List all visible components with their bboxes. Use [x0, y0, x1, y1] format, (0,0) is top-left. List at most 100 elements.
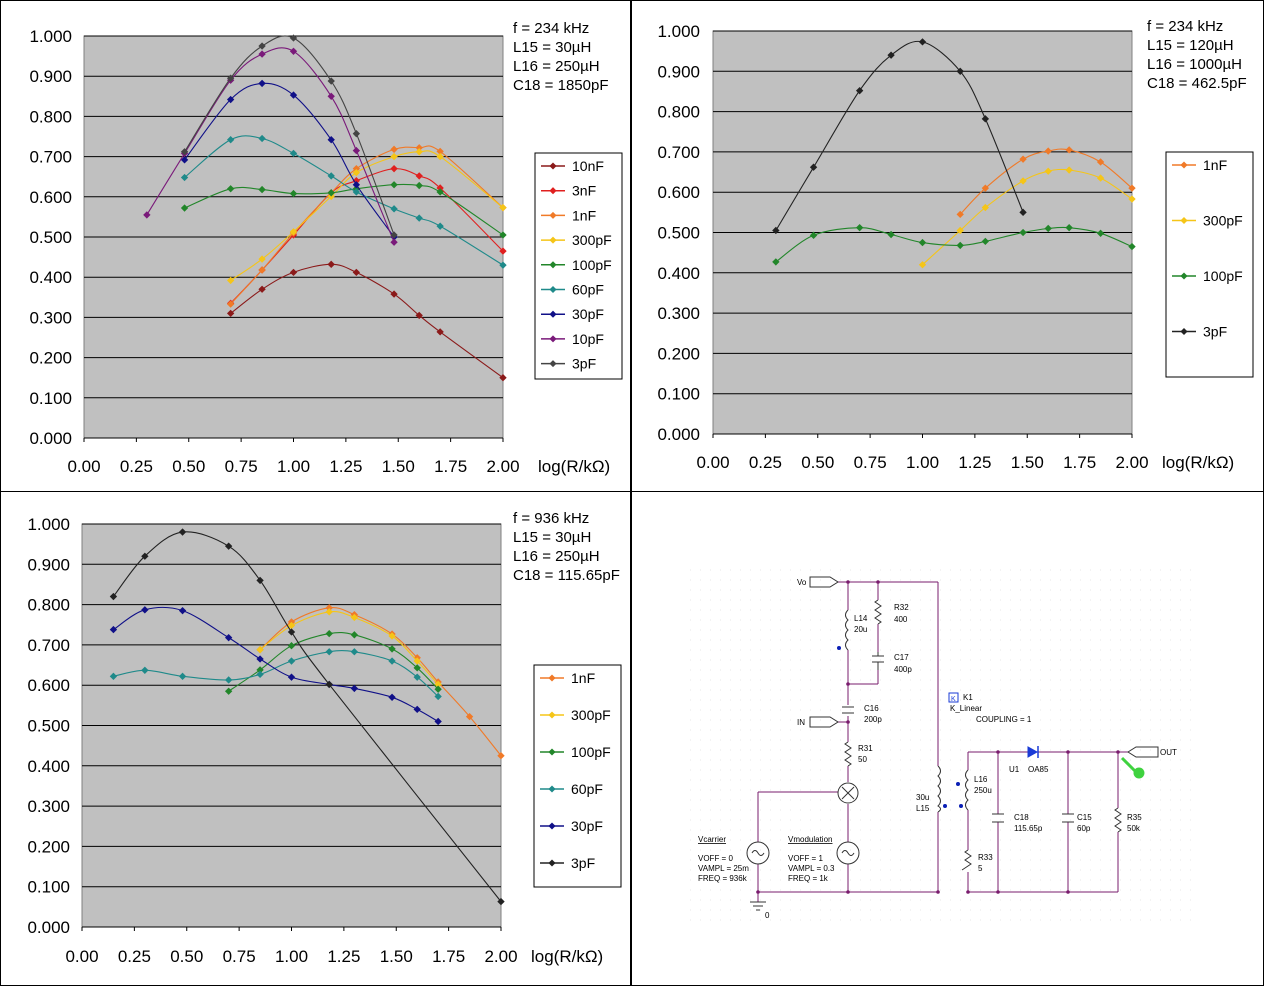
data-point: [434, 717, 442, 726]
series-60pF: [180, 134, 507, 269]
x-tick-label: 1.50: [1011, 453, 1044, 472]
data-point: [413, 673, 421, 681]
data-point: [287, 621, 296, 630]
legend-entry: 10nF: [572, 158, 604, 174]
x-tick-label: 0.25: [118, 947, 151, 966]
label-out: OUT: [1160, 748, 1177, 757]
x-tick-label: 1.00: [906, 453, 939, 472]
x-tick-label: 1.50: [380, 947, 413, 966]
x-axis-label: log(R/kΩ): [531, 947, 603, 966]
data-point: [258, 42, 266, 50]
y-tick-label: 0.400: [27, 757, 70, 776]
data-point: [413, 657, 421, 665]
y-tick-label: 0.600: [29, 188, 72, 207]
data-point: [180, 156, 189, 164]
label-r31-name: R31: [858, 744, 873, 753]
source-vcarrier: [746, 841, 770, 865]
chart-234khz-30uh: 0.000 0.100 0.200 0.300 0.400 0.500 0.600 0.700…: [29, 20, 623, 476]
label-c16-name: C16: [864, 704, 879, 713]
data-point: [855, 86, 864, 95]
x-tick-label: 2.00: [1115, 453, 1148, 472]
legend-entry: 100pF: [571, 744, 611, 760]
capacitor-c18: [992, 813, 1004, 823]
legend: 10nF 3nF 1nF 300pF 100pF 60pF 30pF 10pF 3pF: [534, 152, 623, 380]
data-point: [258, 79, 266, 88]
data-point: [415, 311, 423, 320]
out-port: [1127, 746, 1159, 758]
data-point: [327, 92, 335, 100]
legend-entry: 10pF: [572, 331, 604, 347]
legend: 1nF 300pF 100pF 3pF: [1165, 151, 1254, 378]
data-point: [289, 91, 298, 99]
voltage-probe-marker[interactable]: [1120, 756, 1145, 779]
data-point: [388, 632, 396, 640]
y-tick-label: 0.700: [657, 143, 700, 162]
x-tick-label: 0.00: [696, 453, 729, 472]
circuit-schematic: Vo IN OUT L14 20u R32 400 C17 400p C16 2…: [690, 569, 1191, 921]
series-3pF: [180, 34, 398, 239]
data-point: [327, 189, 335, 197]
series-100pF: [772, 223, 1136, 266]
y-tick-label: 0.000: [29, 429, 72, 448]
legend-swatch-marker: [549, 360, 557, 368]
series-300pF: [256, 608, 442, 689]
x-tick-label: 1.00: [275, 947, 308, 966]
legend-entry: 30pF: [572, 306, 604, 322]
data-point: [809, 163, 818, 171]
data-point: [390, 290, 398, 298]
data-point: [224, 542, 233, 550]
legend-swatch-marker: [548, 748, 556, 756]
resistor-r33: [961, 849, 972, 871]
label-vcarrier-freq: FREQ = 936k: [698, 874, 748, 883]
y-tick-label: 0.900: [657, 62, 700, 81]
data-point: [956, 241, 964, 250]
label-ground: 0: [765, 911, 770, 920]
annotation-line: C18 = 115.65pF: [513, 567, 620, 584]
label-r32-value: 400: [894, 615, 908, 624]
legend-swatch-marker: [548, 711, 556, 719]
annotation-line: f = 234 kHz: [513, 20, 589, 37]
legend-entry: 3pF: [572, 356, 596, 372]
y-tick-label: 0.400: [29, 268, 72, 287]
data-point: [258, 266, 266, 274]
legend-swatch-marker: [548, 822, 556, 830]
series-3pF: [109, 528, 505, 906]
data-point: [256, 655, 264, 663]
data-point: [352, 130, 361, 138]
label-vmod-voff: VOFF = 1: [788, 854, 823, 863]
data-point: [289, 47, 298, 55]
y-tick-label: 1.000: [657, 22, 700, 41]
label-l15-value: 30u: [916, 793, 929, 802]
y-tick-label: 0.700: [27, 636, 70, 655]
y-tick-label: 0.100: [29, 389, 72, 408]
x-tick-label: 2.00: [486, 457, 519, 476]
label-c17-value: 400p: [894, 665, 912, 674]
annotation-line: L16 = 250µH: [513, 548, 600, 565]
data-point: [434, 692, 442, 701]
y-tick-label: 0.800: [29, 107, 72, 126]
data-point: [887, 230, 895, 239]
annotation-line: L16 = 1000µH: [1147, 56, 1242, 73]
data-point: [388, 657, 396, 665]
data-point: [289, 34, 298, 42]
data-point: [415, 181, 423, 190]
x-tick-label: 1.25: [958, 453, 991, 472]
annotation-line: C18 = 462.5pF: [1147, 75, 1247, 92]
data-point: [1019, 155, 1027, 163]
label-c17-name: C17: [894, 653, 909, 662]
x-tick-label: 0.75: [223, 947, 256, 966]
data-point: [256, 646, 264, 654]
y-tick-label: 1.000: [27, 515, 70, 534]
data-point: [289, 268, 298, 277]
data-point: [226, 300, 235, 308]
data-point: [497, 897, 505, 906]
data-point: [178, 672, 187, 681]
label-c18-value: 115.65p: [1014, 824, 1043, 833]
chart-936khz-30uh: 0.000 0.100 0.200 0.300 0.400 0.500 0.600 0.700…: [27, 510, 622, 966]
label-u1-type: OA85: [1028, 765, 1049, 774]
x-tick-label: 1.00: [277, 457, 310, 476]
y-tick-label: 0.300: [29, 308, 72, 327]
label-r35-value: 50k: [1127, 824, 1141, 833]
data-point: [499, 247, 507, 255]
